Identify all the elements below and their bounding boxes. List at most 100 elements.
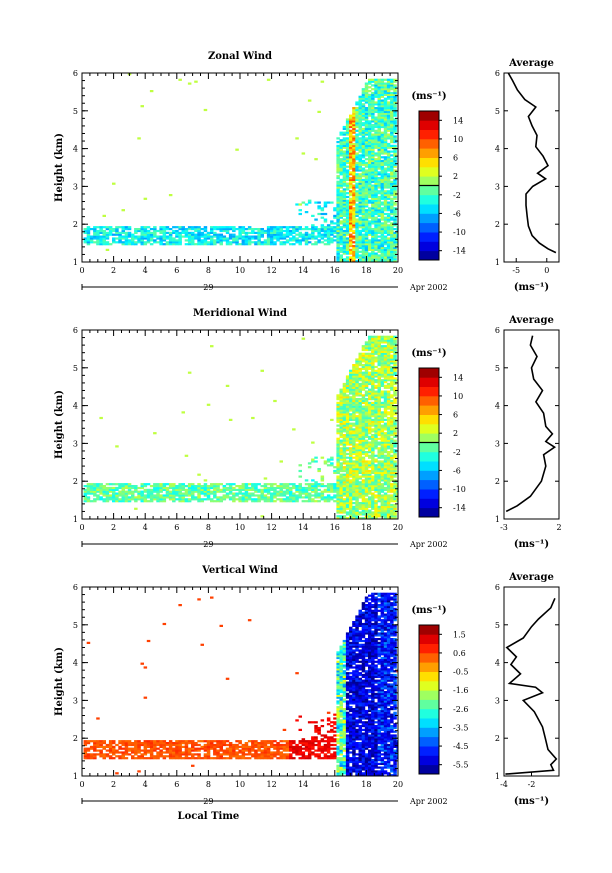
heatmap-cell [326,228,331,231]
heatmap-cell [112,237,116,240]
heatmap-cell [383,178,388,181]
heatmap-cell [390,381,394,384]
heatmap-cell [108,496,113,499]
heatmap-cell [364,108,369,112]
heatmap-cell [386,197,391,200]
heatmap-cell [323,243,328,246]
heatmap-cell [197,488,201,491]
heatmap-cell [355,231,359,234]
heatmap-cell [112,233,116,236]
heatmap-cell [159,494,163,497]
heatmap-cells [83,592,398,776]
heatmap-cell [143,226,148,229]
heatmap-cell [279,488,283,491]
heatmap-cell [374,207,378,210]
heatmap-cell [374,356,378,359]
heatmap-cell [336,218,340,221]
heatmap-cell [383,462,388,465]
heatmap-cell [361,182,366,185]
heatmap-cell [380,90,385,93]
heatmap-cell [374,441,378,444]
heatmap-cell [361,228,366,231]
heatmap-cell [349,500,353,503]
heatmap-cell [368,163,372,166]
heatmap-cell [390,158,394,161]
heatmap-cell [345,192,350,195]
heatmap-cell [377,171,381,174]
heatmap-cell [364,205,369,208]
heatmap-cell [368,152,372,155]
heatmap-cell [244,233,249,236]
heatmap-cell [364,114,369,117]
heatmap-cell [364,341,369,344]
heatmap-cell [336,396,340,399]
heatmap-cell [352,447,356,450]
heatmap-cell [358,235,362,238]
heatmap-cell [393,468,397,471]
heatmap-cell [380,358,385,361]
heatmap-cell [282,233,287,236]
heatmap-cell [368,511,372,514]
heatmap-cell [393,207,397,210]
heatmap-cell [393,211,397,214]
heatmap-cell [336,243,340,246]
heatmap-cell [380,194,385,197]
heatmap-cell [371,105,375,108]
heatmap-cell [377,144,381,147]
heatmap-cell [377,401,381,404]
heatmap-cell [83,229,88,233]
heatmap-cell [374,418,378,421]
heatmap-cell [358,469,362,473]
heatmap-cell [364,413,369,416]
heatmap-cell [127,753,132,756]
heatmap-cell [386,241,391,244]
heatmap-cell [361,464,366,467]
heatmap-cell [383,127,388,130]
heatmap-cell [339,509,343,512]
heatmap-cell [386,422,391,425]
heatmap-cell [377,348,381,352]
heatmap-cell [377,352,381,355]
heatmap-cell [339,141,343,144]
heatmap-cell [345,437,350,440]
heatmap-cell [390,409,394,412]
heatmap-cell [89,492,94,495]
heatmap-cell [380,460,385,463]
heatmap-cell [377,180,381,183]
heatmap-cell [292,228,296,231]
heatmap-cell [83,237,88,240]
heatmap-cell [380,231,385,234]
heatmap-cell [320,212,325,216]
heatmap-cell [140,243,144,246]
heatmap-cell [194,496,198,499]
heatmap-cell [368,252,372,255]
heatmap-cell [390,430,394,433]
heatmap-cell [86,490,91,493]
date-month-label: Apr 2002 [409,283,448,292]
heatmap-cell [386,405,391,408]
heatmap-cell [349,148,353,151]
heatmap-cell [323,239,328,242]
heatmap-cell [390,490,394,493]
heatmap-cell [361,127,366,130]
average-y-tick-label: 3 [495,182,500,191]
heatmap-cell [326,243,331,246]
heatmap-cell [210,228,214,231]
heatmap-cell [358,439,362,442]
heatmap-cell [377,167,381,170]
heatmap-cell [124,743,129,747]
heatmap-cell [361,107,366,110]
heatmap-cell [386,398,391,401]
heatmap-cell [270,231,274,234]
heatmap-cell [355,509,359,512]
heatmap-cell [349,388,353,391]
heatmap-cell [393,241,397,244]
heatmap-cell [345,146,350,149]
heatmap-cell [371,350,375,353]
heatmap-cell [345,150,350,153]
heatmap-cell [380,167,385,170]
heatmap-cell [358,116,362,119]
heatmap-cell [371,405,375,408]
heatmap-cell [368,352,372,355]
heatmap-cell [361,129,366,132]
